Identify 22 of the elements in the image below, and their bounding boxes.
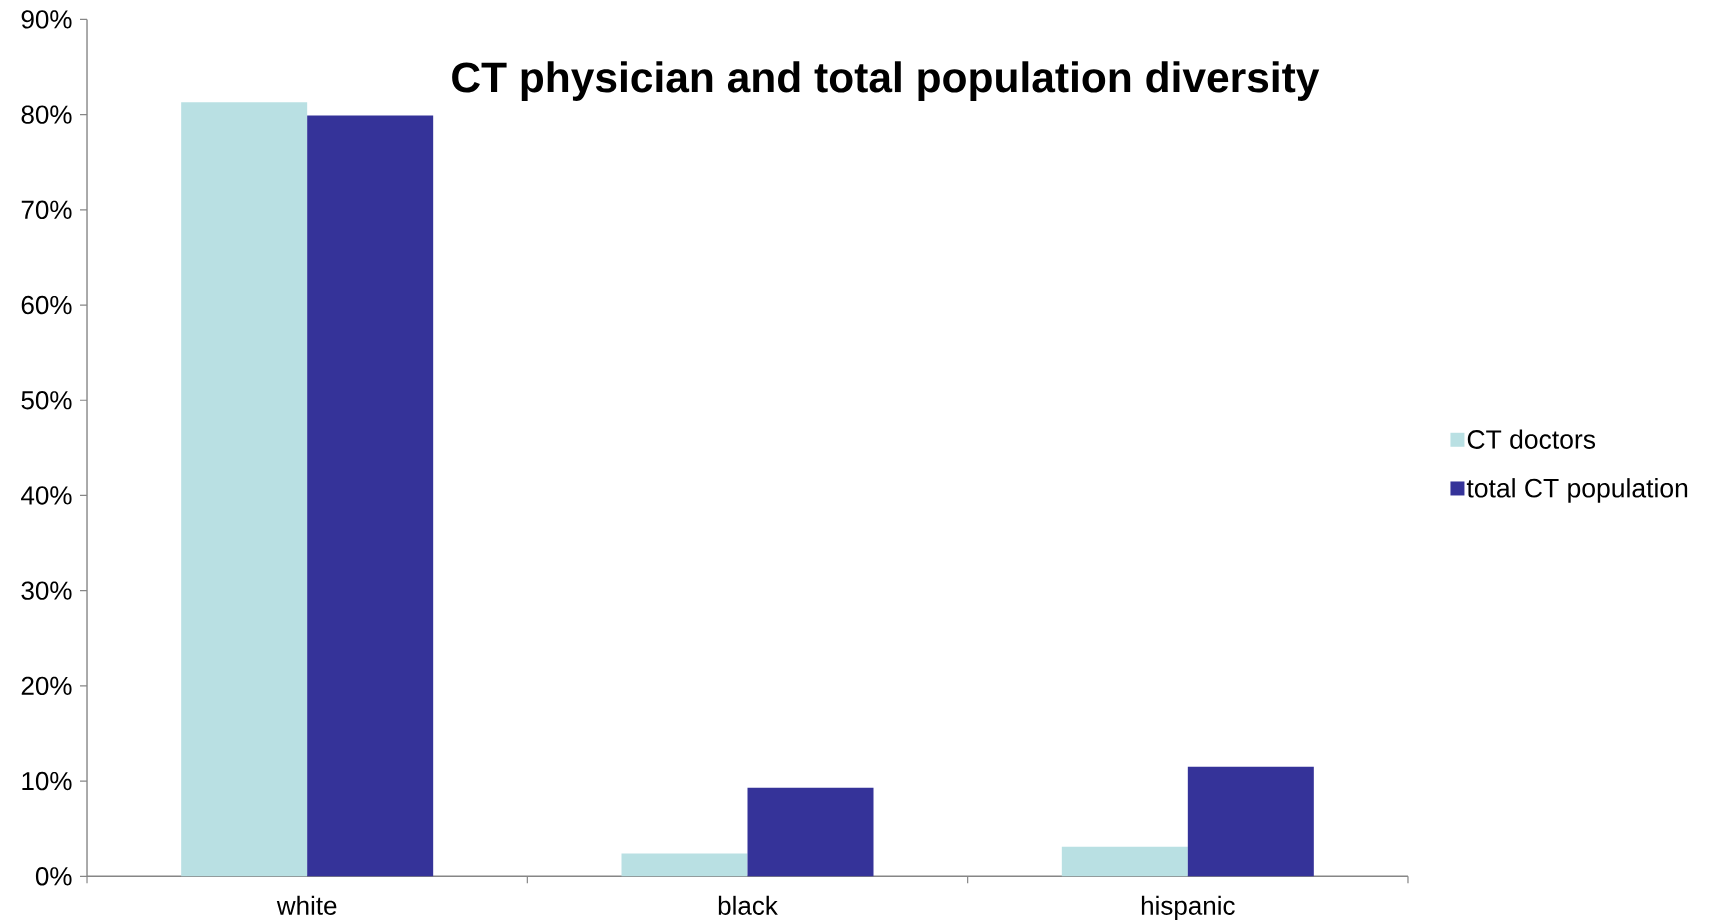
x-tick-label: hispanic bbox=[1141, 895, 1235, 921]
y-tick-label: 20% bbox=[21, 676, 72, 696]
y-tick-label: 60% bbox=[21, 295, 72, 315]
y-tick-label: 70% bbox=[21, 200, 72, 220]
y-tick-label: 0% bbox=[35, 867, 72, 886]
bar bbox=[181, 102, 308, 877]
y-tick-label: 90% bbox=[21, 10, 72, 29]
y-tick-label: 80% bbox=[21, 105, 72, 124]
y-tick-label: 50% bbox=[21, 391, 72, 410]
bar bbox=[1061, 846, 1188, 877]
x-tick-label: black bbox=[718, 895, 778, 915]
x-tick-label: white bbox=[276, 895, 337, 915]
bar bbox=[307, 115, 434, 877]
text: CT physician and total population diversity bbox=[452, 61, 1320, 101]
y-tick-label: 30% bbox=[21, 581, 72, 600]
bar bbox=[747, 787, 874, 877]
bar bbox=[1187, 766, 1314, 877]
legend-label: CT doctors bbox=[1467, 429, 1596, 449]
legend-label: total CT population bbox=[1466, 478, 1688, 503]
bar bbox=[621, 853, 748, 877]
y-tick-label: 40% bbox=[21, 486, 72, 505]
y-tick-label: 10% bbox=[22, 771, 72, 791]
